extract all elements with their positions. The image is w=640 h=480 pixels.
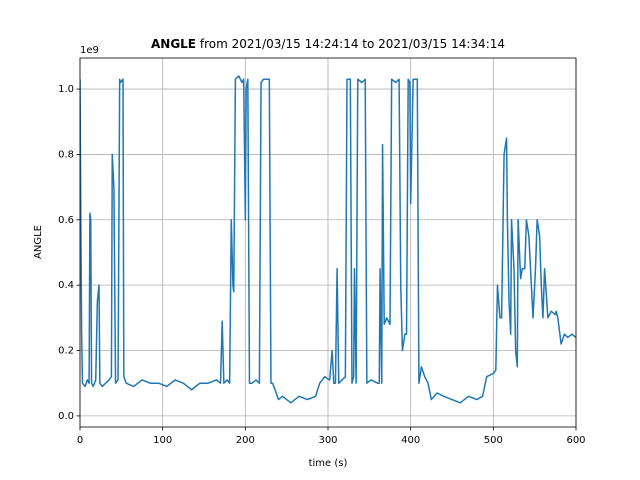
- title-bold: ANGLE: [151, 37, 196, 51]
- y-tick-label: 0.2: [58, 346, 74, 357]
- y-tick-label: 0.4: [58, 280, 74, 291]
- x-tick-label: 500: [484, 435, 503, 446]
- data-line: [80, 75, 576, 404]
- x-tick-label: 600: [566, 435, 585, 446]
- y-axis-label: ANGLE: [33, 225, 44, 259]
- x-tick-label: 400: [401, 435, 420, 446]
- x-tick-label: 200: [236, 435, 255, 446]
- y-tick-label: 0.0: [58, 411, 74, 422]
- x-tick-label: 0: [77, 435, 83, 446]
- chart-title: ANGLE from 2021/03/15 14:24:14 to 2021/0…: [151, 37, 505, 51]
- plot-frame: [79, 57, 577, 428]
- x-axis-label: time (s): [309, 458, 348, 469]
- y-tick-label: 0.8: [58, 149, 74, 160]
- title-rest: from 2021/03/15 14:24:14 to 2021/03/15 1…: [200, 37, 505, 51]
- x-tick-label: 300: [318, 435, 337, 446]
- y-tick-label: 1.0: [58, 84, 74, 95]
- x-tick-label: 100: [153, 435, 172, 446]
- offset-label: 1e9: [80, 45, 99, 56]
- y-tick-label: 0.6: [58, 215, 74, 226]
